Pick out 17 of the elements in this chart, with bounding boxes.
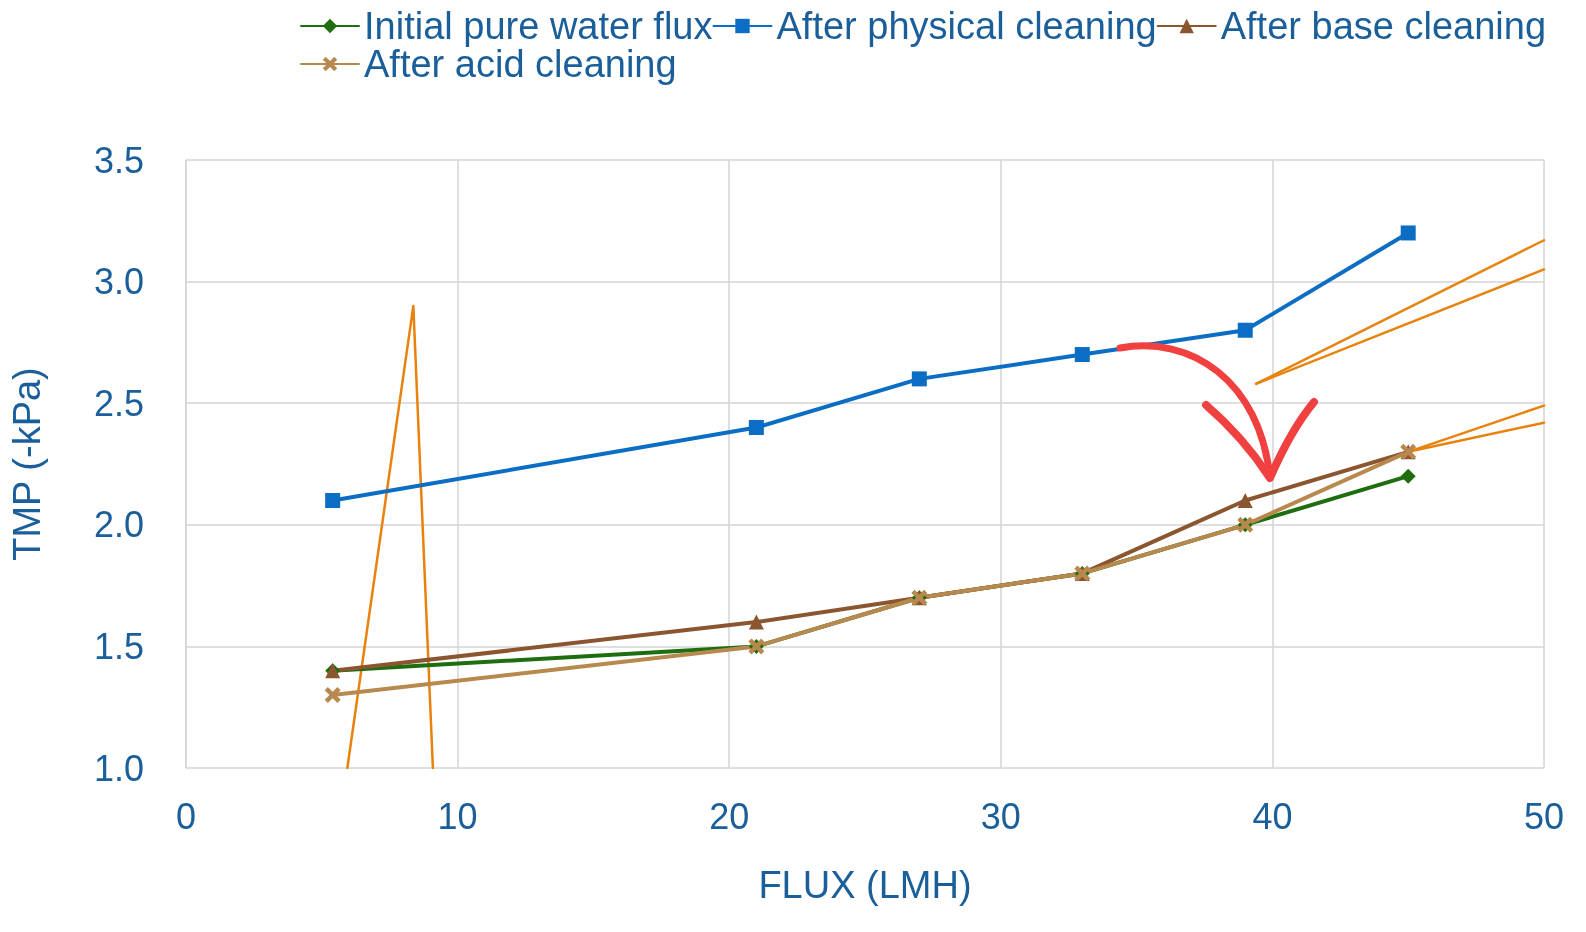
x-axis-title: FLUX (LMH) xyxy=(758,864,972,906)
y-tick-label: 2.5 xyxy=(93,382,144,424)
y-tick-label: 3.5 xyxy=(93,139,144,181)
legend-label: After base cleaning xyxy=(1220,5,1547,47)
x-tick-label: 10 xyxy=(437,795,478,837)
y-tick-label: 3.0 xyxy=(93,261,144,303)
y-tick-label: 1.5 xyxy=(93,625,144,667)
x-tick-label: 0 xyxy=(175,795,197,837)
x-tick-label: 30 xyxy=(980,795,1021,837)
legend-label: Initial pure water flux xyxy=(364,5,713,47)
y-axis-title: TMP (-kPa) xyxy=(6,367,48,561)
y-tick-label: 1.0 xyxy=(93,747,144,789)
x-tick-label: 40 xyxy=(1252,795,1293,837)
x-tick-label: 20 xyxy=(709,795,750,837)
legend-label: After physical cleaning xyxy=(776,5,1157,47)
x-tick-label: 50 xyxy=(1523,795,1565,837)
y-tick-label: 2.0 xyxy=(93,504,144,546)
